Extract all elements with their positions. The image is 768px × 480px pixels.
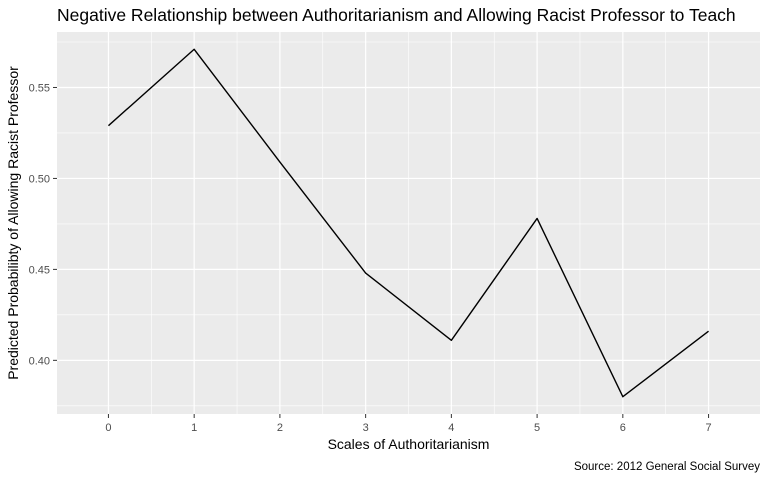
y-tick-label: 0.50 [29,173,50,185]
source-caption: Source: 2012 General Social Survey [574,461,760,473]
y-tick-label: 0.45 [29,264,50,276]
x-tick-label: 2 [277,422,283,434]
x-tick-label: 5 [534,422,540,434]
series-line [107,48,709,398]
major-gridlines [57,32,760,414]
y-tick-label: 0.40 [29,355,50,367]
x-tick-label: 7 [705,422,711,434]
minor-gridlines [57,32,760,414]
chart-title: Negative Relationship between Authoritar… [57,5,736,25]
y-axis-title: Predicted Probabilibty of Allowing Racis… [5,66,21,380]
x-tick-label: 6 [620,422,626,434]
y-axis: 0.40 0.45 0.50 0.55 [29,82,57,367]
x-tick-label: 0 [105,422,111,434]
x-axis-title: Scales of Authoritarianism [328,436,490,452]
y-tick-label: 0.55 [29,82,50,94]
x-axis: 0 1 2 3 4 5 6 7 [105,414,712,434]
x-tick-label: 3 [363,422,369,434]
x-tick-label: 1 [191,422,197,434]
x-tick-label: 4 [448,422,454,434]
data-series [107,48,709,398]
